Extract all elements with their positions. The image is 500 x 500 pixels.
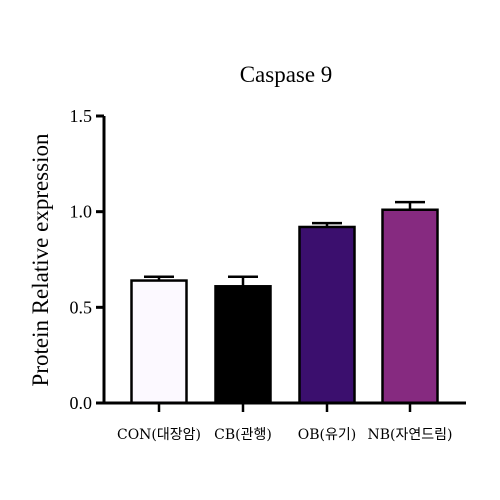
bars — [130, 208, 439, 405]
y-tick-label: 1.0 — [70, 202, 93, 222]
axes — [102, 116, 466, 405]
error-bars — [144, 200, 425, 287]
x-category-label: CB(관행) — [214, 427, 272, 443]
y-tick-label: 0.5 — [70, 297, 93, 317]
x-category-label: CON(대장암) — [117, 427, 201, 443]
x-axis-categories: CON(대장암) CB(관행) OB(유기) NB(자연드림) — [117, 403, 453, 443]
bar — [381, 208, 439, 405]
y-tick-label: 0.0 — [70, 393, 93, 413]
bar — [298, 225, 356, 405]
y-axis-label: Protein Relative expression — [28, 133, 53, 386]
bar — [214, 285, 272, 405]
y-tick-label: 1.5 — [70, 106, 93, 126]
bar — [130, 279, 188, 405]
x-category-label: NB(자연드림) — [368, 427, 453, 443]
chart-title: Caspase 9 — [240, 62, 333, 87]
y-axis-ticks: 0.0 0.5 1.0 1.5 — [70, 106, 104, 413]
x-category-label: OB(유기) — [298, 427, 356, 443]
